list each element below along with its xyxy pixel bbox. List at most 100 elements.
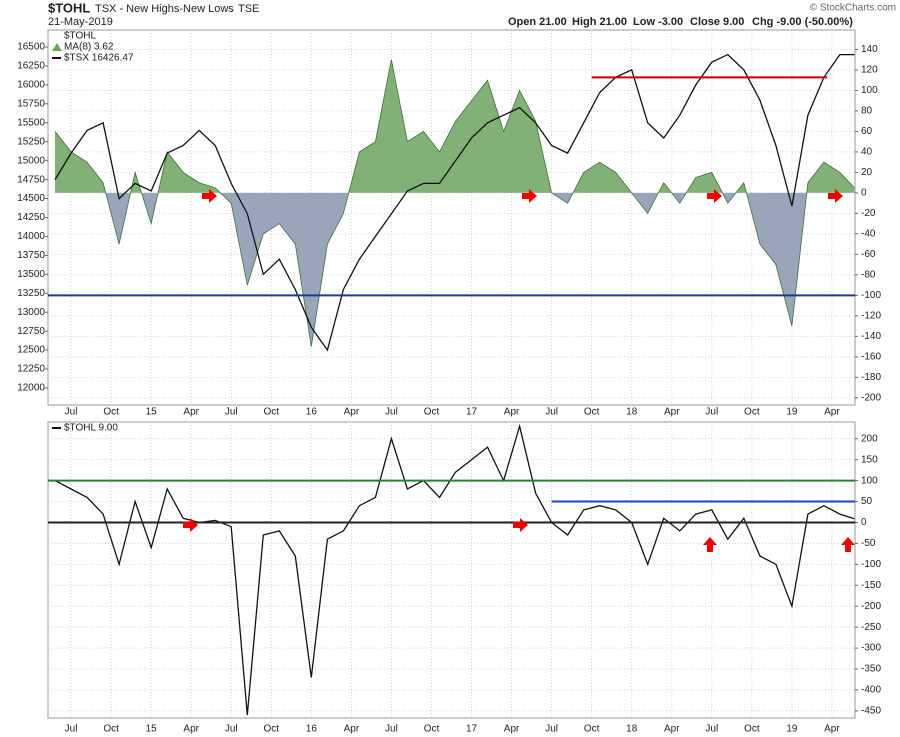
annotation-arrow <box>522 189 537 203</box>
y-tick-label: 12250 <box>17 364 45 375</box>
y2-tick-label: 20 <box>861 167 873 178</box>
y-tick-label: -400 <box>861 685 881 696</box>
y-tick-label: 16000 <box>17 80 45 91</box>
x-tick-label: Oct <box>264 407 280 418</box>
x-tick-label: 16 <box>306 724 318 735</box>
x-tick-label: Oct <box>424 724 440 735</box>
y2-tick-label: -60 <box>861 249 876 260</box>
quote-low: Low -3.00 <box>633 16 683 28</box>
x-tick-label: Jul <box>705 407 718 418</box>
legend-label: $TOHL 9.00 <box>64 423 118 434</box>
y2-tick-label: 80 <box>861 106 873 117</box>
x-tick-label: 18 <box>626 407 638 418</box>
plot-area <box>47 421 856 719</box>
credit: © StockCharts.com <box>810 3 896 14</box>
x-tick-label: Jul <box>545 407 558 418</box>
x-tick-label: 15 <box>146 407 158 418</box>
quote-close: Close 9.00 <box>690 16 744 28</box>
y-tick-label: 13500 <box>17 269 45 280</box>
y-tick-label: -100 <box>861 559 881 570</box>
y2-tick-label: 60 <box>861 126 873 137</box>
y2-tick-label: -40 <box>861 229 876 240</box>
legend-title: $TOHL <box>64 31 96 42</box>
x-tick-label: Apr <box>183 407 199 418</box>
annotations <box>183 189 855 552</box>
quote-change: Chg -9.00 (-50.00%) <box>752 16 853 28</box>
y2-tick-label: -20 <box>861 208 876 219</box>
y-tick-label: 16500 <box>17 42 45 53</box>
y-tick-label: 13000 <box>17 307 45 318</box>
legend-swatch <box>52 43 62 51</box>
annotation-arrow <box>841 537 855 552</box>
y2-tick-label: -100 <box>861 290 881 301</box>
y-tick-label: -450 <box>861 706 881 717</box>
x-tick-label: Oct <box>264 724 280 735</box>
x-tick-label: 18 <box>626 724 638 735</box>
y-tick-label: -150 <box>861 580 881 591</box>
x-tick-label: Apr <box>344 407 360 418</box>
annotation-arrow <box>703 537 717 552</box>
area-positive <box>55 59 855 193</box>
y-tick-label: 13250 <box>17 288 45 299</box>
panel: Jul Oct 15 Apr Jul Oct 16 Apr Jul Oct 17 Apr Jul Oct 1… <box>47 421 881 735</box>
y-tick-label: 15750 <box>17 99 45 110</box>
x-tick-label: Apr <box>504 724 520 735</box>
panel: Jul Oct 15 Apr Jul Oct 16 Apr Jul Oct 17 Apr Jul Oct 1… <box>17 29 881 418</box>
line <box>54 423 855 716</box>
annotation-arrow <box>202 189 217 203</box>
y-tick-label: 16250 <box>17 61 45 72</box>
x-tick-label: Apr <box>183 724 199 735</box>
x-tick-label: Oct <box>424 407 440 418</box>
y2-tick-label: -80 <box>861 270 876 281</box>
x-tick-label: 19 <box>786 407 798 418</box>
x-tick-label: Oct <box>744 407 760 418</box>
y-tick-label: 12750 <box>17 326 45 337</box>
y2-tick-label: -120 <box>861 311 881 322</box>
x-tick-label: 16 <box>306 407 318 418</box>
date: 21-May-2019 <box>48 16 113 28</box>
x-tick-label: Apr <box>664 724 680 735</box>
x-tick-label: Jul <box>65 407 78 418</box>
x-tick-label: Oct <box>103 724 119 735</box>
description: TSX - New Highs-New Lows <box>95 3 234 15</box>
y-tick-label: -200 <box>861 601 881 612</box>
y-tick-label: 12500 <box>17 345 45 356</box>
y-tick-label: -350 <box>861 664 881 675</box>
y2-tick-label: -200 <box>861 392 881 403</box>
y-tick-label: 14500 <box>17 193 45 204</box>
y-tick-label: 15500 <box>17 117 45 128</box>
y-tick-label: -300 <box>861 643 881 654</box>
y-tick-label: 15250 <box>17 136 45 147</box>
y2-tick-label: 100 <box>861 85 878 96</box>
x-tick-label: Jul <box>225 724 238 735</box>
x-tick-label: Apr <box>664 407 680 418</box>
annotation-arrow <box>513 518 528 532</box>
y-tick-label: 14750 <box>17 174 45 185</box>
annotation-arrow <box>183 518 198 532</box>
annotation-arrow <box>707 189 722 203</box>
x-tick-label: Oct <box>744 724 760 735</box>
x-tick-label: Oct <box>584 724 600 735</box>
x-tick-label: 15 <box>146 724 158 735</box>
x-tick-label: Jul <box>545 724 558 735</box>
quote-high: High 21.00 <box>572 16 627 28</box>
x-tick-label: 17 <box>466 724 478 735</box>
y2-tick-label: -180 <box>861 372 881 383</box>
y-tick-label: 50 <box>861 496 873 507</box>
x-tick-label: Jul <box>225 407 238 418</box>
y2-tick-label: 120 <box>861 65 878 76</box>
y-tick-label: 12000 <box>17 383 45 394</box>
legend-label: $TSX 16426.47 <box>64 53 134 64</box>
area-outline <box>54 59 855 347</box>
y-tick-label: 0 <box>861 517 867 528</box>
x-tick-label: Jul <box>65 724 78 735</box>
symbol: $TOHL <box>48 0 90 15</box>
annotation-arrow <box>828 189 843 203</box>
x-tick-label: Apr <box>504 407 520 418</box>
y-tick-label: 150 <box>861 454 878 465</box>
x-tick-label: Jul <box>705 724 718 735</box>
x-tick-label: 19 <box>786 724 798 735</box>
plot-area <box>47 29 856 406</box>
